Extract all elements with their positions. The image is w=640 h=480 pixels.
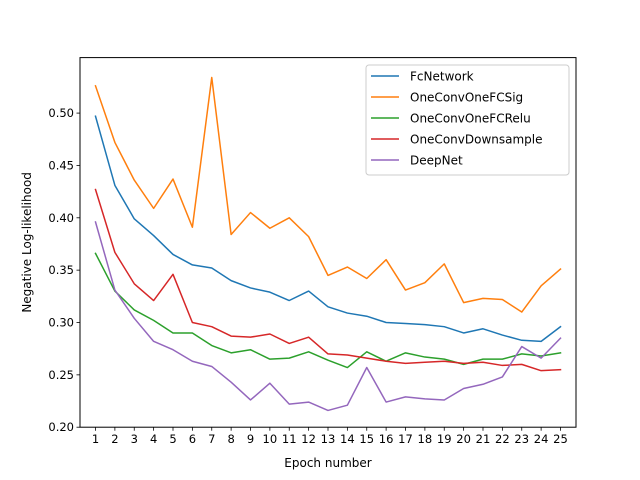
x-tick-label: 18 <box>418 432 433 446</box>
x-tick-label: 19 <box>437 432 452 446</box>
y-tick-label: 0.35 <box>48 263 74 277</box>
x-tick-label: 1 <box>92 432 99 446</box>
x-tick-label: 11 <box>282 432 297 446</box>
x-tick-label: 25 <box>553 432 568 446</box>
series-line-fcnetwork <box>94 115 562 343</box>
y-tick-label: 0.40 <box>48 211 74 225</box>
x-tick-label: 5 <box>169 432 176 446</box>
x-tick-label: 20 <box>456 432 471 446</box>
legend-label: OneConvOneFCSig <box>410 91 523 105</box>
x-tick-label: 4 <box>150 432 157 446</box>
x-tick-label: 16 <box>379 432 394 446</box>
series-line-oneconvdownsample <box>94 188 562 372</box>
x-tick-label: 3 <box>131 432 138 446</box>
legend-box <box>365 64 570 176</box>
y-tick-label: 0.45 <box>48 158 74 172</box>
x-tick-label: 13 <box>321 432 336 446</box>
y-axis-ticks: 0.20 0.25 0.30 0.35 0.40 0.45 0.50 <box>48 106 80 434</box>
series-line-deepnet <box>94 221 562 412</box>
y-tick-label: 0.30 <box>48 315 74 329</box>
series-line-oneconvonefcrelu <box>94 252 562 369</box>
x-tick-label: 21 <box>476 432 491 446</box>
y-tick-label: 0.20 <box>48 420 74 434</box>
legend-label: DeepNet <box>410 154 463 168</box>
legend-label: OneConvDownsample <box>410 133 543 147</box>
legend: FcNetwork OneConvOneFCSig OneConvOneFCRelu… <box>365 64 570 176</box>
x-tick-label: 7 <box>208 432 215 446</box>
x-axis-label: Epoch number <box>284 456 371 470</box>
x-tick-label: 23 <box>514 432 529 446</box>
legend-label: FcNetwork <box>410 70 474 84</box>
x-tick-label: 2 <box>111 432 118 446</box>
x-tick-label: 14 <box>340 432 355 446</box>
y-tick-label: 0.25 <box>48 368 74 382</box>
x-tick-label: 6 <box>189 432 196 446</box>
series-line-oneconvonefcsig <box>94 76 562 313</box>
y-tick-label: 0.50 <box>48 106 74 120</box>
x-tick-label: 22 <box>495 432 510 446</box>
x-tick-label: 24 <box>534 432 549 446</box>
y-axis-label: Negative Log-likelihood <box>20 172 34 313</box>
x-tick-label: 8 <box>227 432 234 446</box>
legend-label: OneConvOneFCRelu <box>410 112 531 126</box>
x-axis-ticks: 1 2 3 4 5 6 7 8 9 10 11 12 13 14 15 16 17 18 19 20 21 22 23 24 2… <box>92 427 568 446</box>
x-tick-label: 10 <box>263 432 278 446</box>
x-tick-label: 15 <box>359 432 374 446</box>
x-tick-label: 9 <box>247 432 254 446</box>
x-tick-label: 12 <box>301 432 316 446</box>
series-lines <box>94 76 562 412</box>
x-tick-label: 17 <box>398 432 413 446</box>
